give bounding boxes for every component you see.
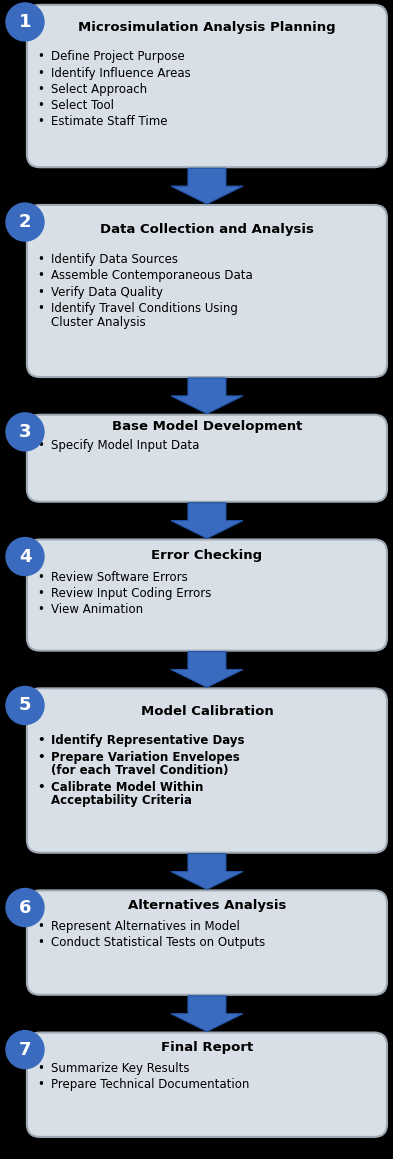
- Text: Base Model Development: Base Model Development: [112, 421, 302, 433]
- FancyBboxPatch shape: [27, 688, 387, 853]
- Text: Review Input Coding Errors: Review Input Coding Errors: [51, 586, 211, 600]
- Text: Cluster Analysis: Cluster Analysis: [51, 315, 146, 329]
- Text: Acceptability Criteria: Acceptability Criteria: [51, 794, 192, 808]
- Text: •: •: [37, 1062, 44, 1074]
- Polygon shape: [171, 503, 243, 539]
- Circle shape: [6, 538, 44, 576]
- Polygon shape: [171, 854, 243, 889]
- Polygon shape: [171, 168, 243, 204]
- Text: •: •: [37, 50, 44, 64]
- Text: •: •: [37, 285, 44, 299]
- Text: •: •: [37, 603, 44, 615]
- Text: 7: 7: [19, 1041, 31, 1058]
- Text: 4: 4: [19, 547, 31, 566]
- Text: Identify Travel Conditions Using: Identify Travel Conditions Using: [51, 301, 238, 315]
- Text: 1: 1: [19, 13, 31, 31]
- Text: View Animation: View Animation: [51, 603, 143, 615]
- Circle shape: [6, 3, 44, 41]
- FancyBboxPatch shape: [27, 890, 387, 994]
- Text: 5: 5: [19, 697, 31, 714]
- Text: •: •: [37, 66, 44, 80]
- Polygon shape: [171, 996, 243, 1032]
- Text: Error Checking: Error Checking: [151, 548, 263, 561]
- Text: •: •: [37, 253, 44, 267]
- Text: Estimate Staff Time: Estimate Staff Time: [51, 115, 167, 129]
- Text: (for each Travel Condition): (for each Travel Condition): [51, 765, 228, 778]
- Polygon shape: [171, 378, 243, 414]
- Text: Calibrate Model Within: Calibrate Model Within: [51, 781, 203, 794]
- Circle shape: [6, 413, 44, 451]
- Circle shape: [6, 203, 44, 241]
- Text: •: •: [37, 751, 45, 764]
- FancyBboxPatch shape: [27, 415, 387, 502]
- Text: •: •: [37, 269, 44, 283]
- Text: Select Approach: Select Approach: [51, 82, 147, 96]
- Text: •: •: [37, 301, 44, 315]
- Text: Summarize Key Results: Summarize Key Results: [51, 1062, 189, 1074]
- FancyBboxPatch shape: [27, 539, 387, 650]
- Text: Data Collection and Analysis: Data Collection and Analysis: [100, 223, 314, 235]
- FancyBboxPatch shape: [27, 205, 387, 377]
- Text: •: •: [37, 919, 44, 933]
- Text: •: •: [37, 1078, 44, 1091]
- Text: •: •: [37, 99, 44, 112]
- Text: •: •: [37, 570, 44, 584]
- Circle shape: [6, 889, 44, 926]
- Polygon shape: [171, 651, 243, 687]
- Text: •: •: [37, 781, 45, 794]
- Text: •: •: [37, 935, 44, 949]
- Text: 6: 6: [19, 898, 31, 917]
- Text: Microsimulation Analysis Planning: Microsimulation Analysis Planning: [78, 21, 336, 34]
- Text: Final Report: Final Report: [161, 1041, 253, 1054]
- Text: Verify Data Quality: Verify Data Quality: [51, 285, 163, 299]
- Text: Represent Alternatives in Model: Represent Alternatives in Model: [51, 919, 240, 933]
- Text: •: •: [37, 735, 45, 748]
- FancyBboxPatch shape: [27, 5, 387, 167]
- Text: Assemble Contemporaneous Data: Assemble Contemporaneous Data: [51, 269, 253, 283]
- Text: •: •: [37, 439, 44, 452]
- Text: •: •: [37, 115, 44, 129]
- FancyBboxPatch shape: [27, 1033, 387, 1137]
- Circle shape: [6, 1030, 44, 1069]
- Text: •: •: [37, 82, 44, 96]
- Text: Alternatives Analysis: Alternatives Analysis: [128, 898, 286, 911]
- Text: Identify Data Sources: Identify Data Sources: [51, 253, 178, 267]
- Text: 2: 2: [19, 213, 31, 231]
- Text: Specify Model Input Data: Specify Model Input Data: [51, 439, 199, 452]
- Text: Identify Influence Areas: Identify Influence Areas: [51, 66, 191, 80]
- Circle shape: [6, 686, 44, 724]
- Text: Identify Representative Days: Identify Representative Days: [51, 735, 244, 748]
- Text: Conduct Statistical Tests on Outputs: Conduct Statistical Tests on Outputs: [51, 935, 265, 949]
- Text: •: •: [37, 586, 44, 600]
- Text: Select Tool: Select Tool: [51, 99, 114, 112]
- Text: 3: 3: [19, 423, 31, 440]
- Text: Define Project Purpose: Define Project Purpose: [51, 50, 185, 64]
- Text: Model Calibration: Model Calibration: [141, 705, 273, 717]
- Text: Prepare Technical Documentation: Prepare Technical Documentation: [51, 1078, 249, 1091]
- Text: Review Software Errors: Review Software Errors: [51, 570, 187, 584]
- Text: Prepare Variation Envelopes: Prepare Variation Envelopes: [51, 751, 240, 764]
